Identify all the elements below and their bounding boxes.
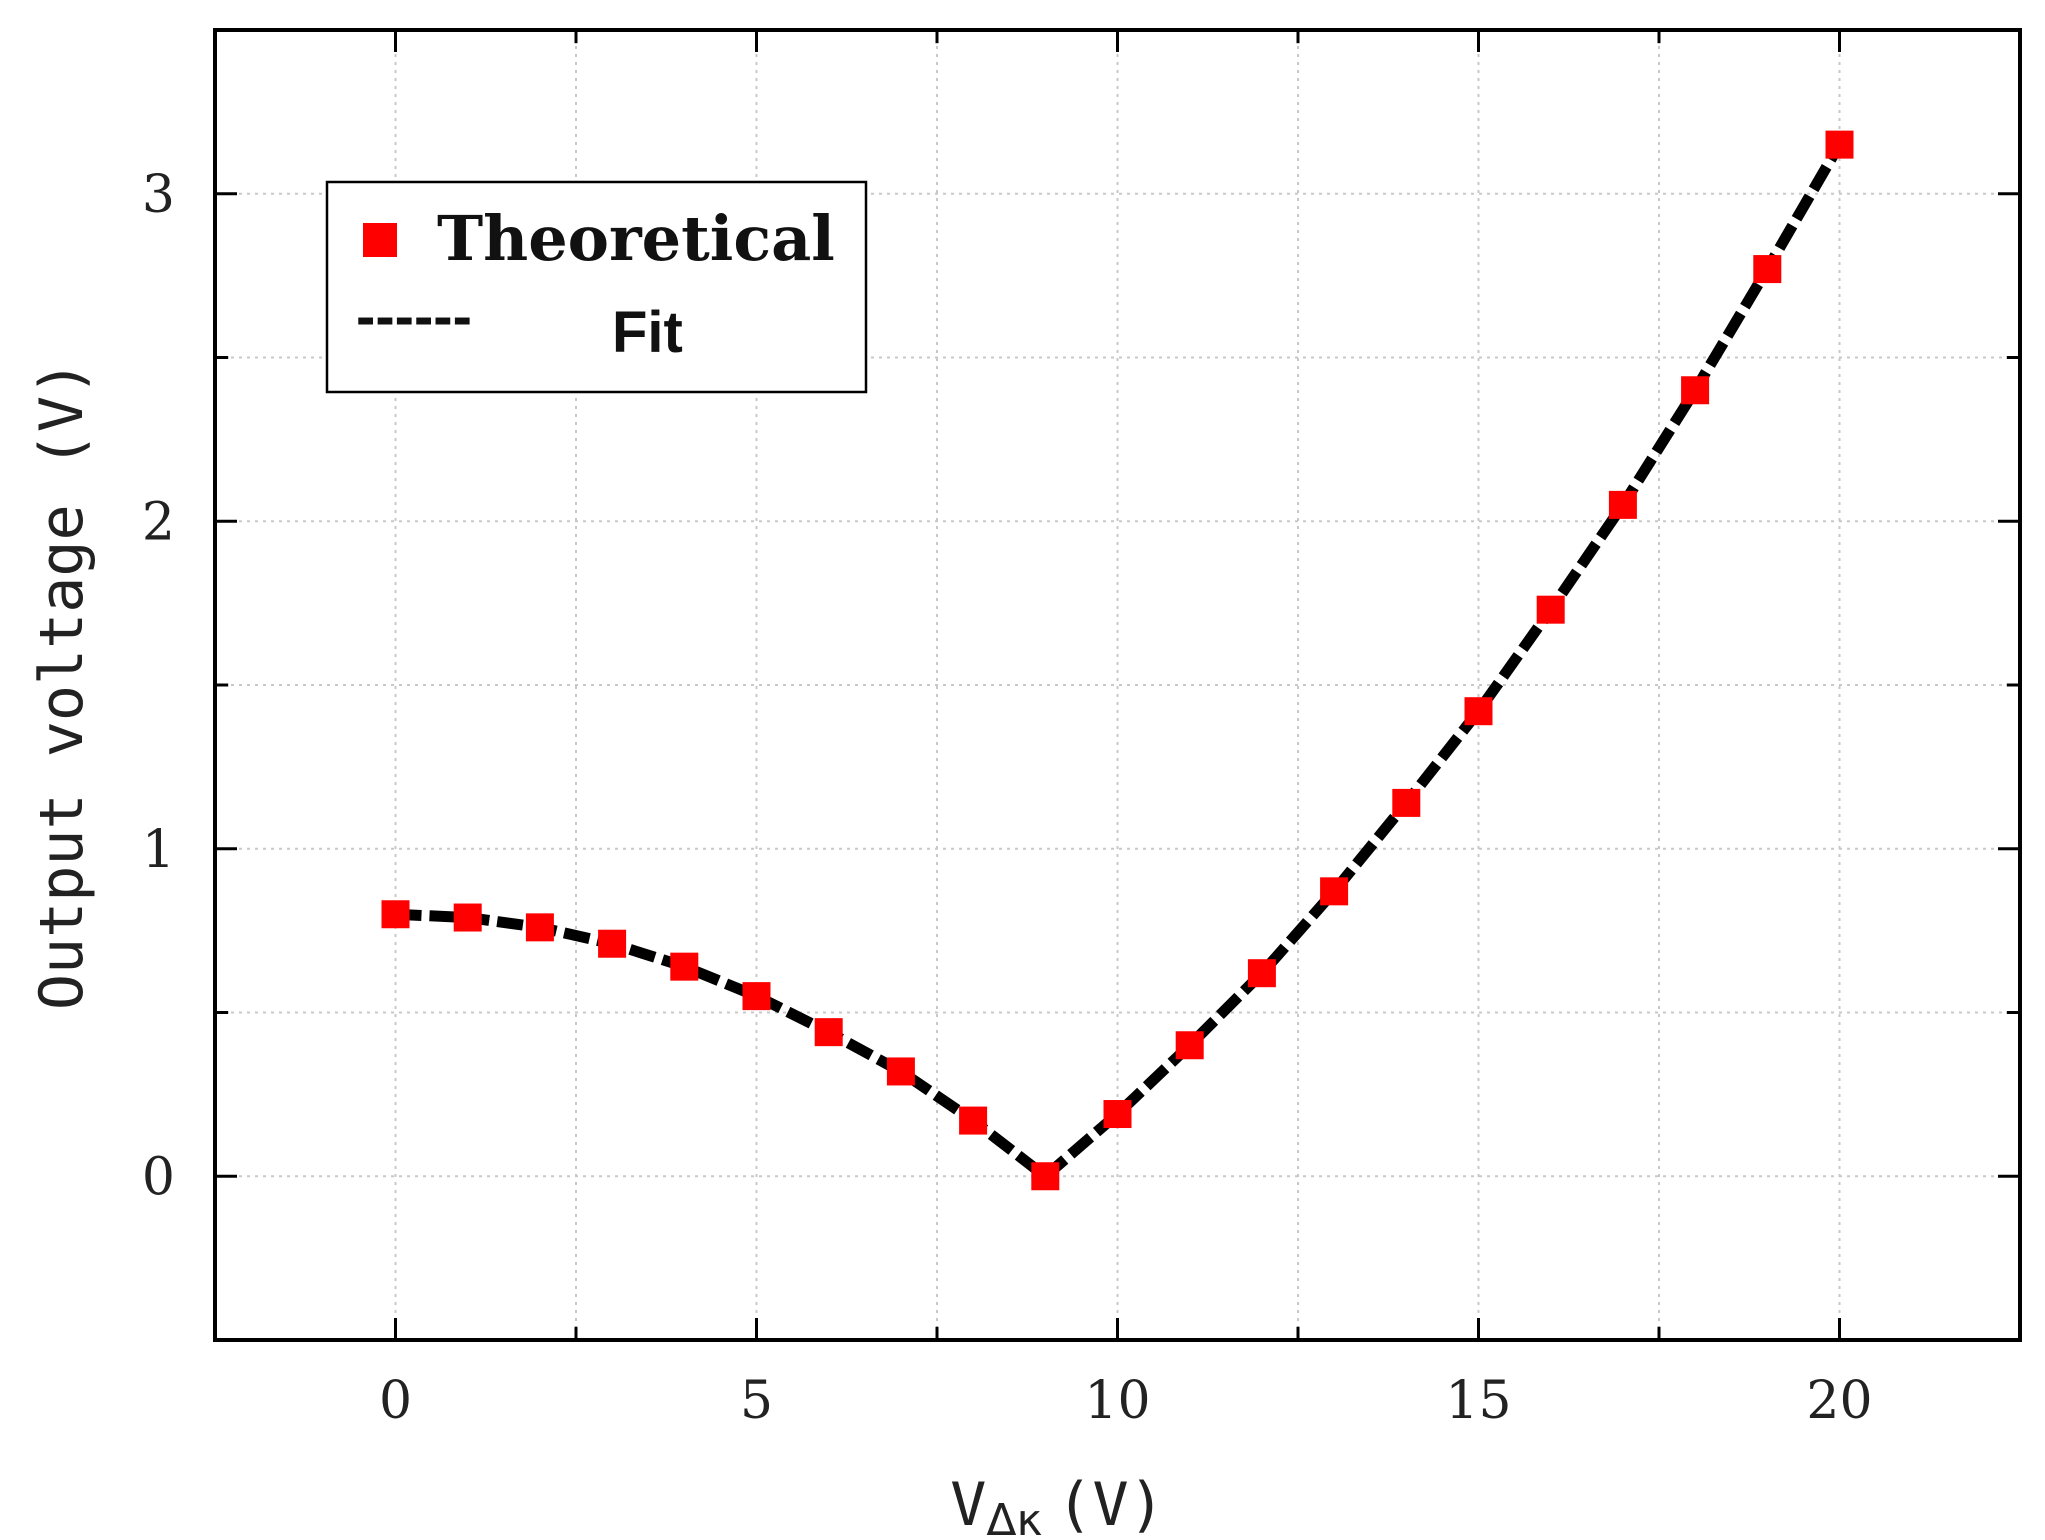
data-point-theoretical (959, 1106, 988, 1135)
fit-series (395, 141, 1845, 1182)
legend-label-fit: Fit (612, 300, 683, 365)
legend-marker-theoretical (363, 223, 397, 257)
x-tick-label: 15 (1445, 1371, 1511, 1431)
x-axis-title-main: V (950, 1470, 986, 1540)
data-point-theoretical (1031, 1162, 1060, 1191)
data-point-theoretical (1175, 1031, 1204, 1060)
fit-line (395, 141, 1845, 1182)
data-point-theoretical (1320, 877, 1349, 906)
data-point-theoretical (381, 900, 410, 929)
data-point-theoretical (1247, 959, 1276, 988)
data-point-theoretical (1536, 595, 1565, 624)
legend-box (325, 180, 868, 394)
x-tick-label: 5 (740, 1371, 773, 1431)
x-tick-label: 10 (1084, 1371, 1150, 1431)
data-point-theoretical (1464, 697, 1493, 726)
data-point-theoretical (1392, 788, 1421, 817)
data-point-theoretical (1103, 1100, 1132, 1129)
x-axis-title: VΔκ (V) (950, 1470, 1165, 1540)
data-point-theoretical (814, 1018, 843, 1047)
x-tick-label: 0 (379, 1371, 412, 1431)
data-point-theoretical (886, 1057, 915, 1086)
x-tick-label: 20 (1806, 1371, 1872, 1431)
data-point-theoretical (453, 903, 482, 932)
axis-ticks (215, 30, 2020, 1340)
y-tick-label: 3 (142, 165, 175, 225)
data-point-theoretical (525, 913, 554, 942)
y-axis-title: Output voltage (V) (27, 360, 97, 1010)
data-point-theoretical (742, 982, 771, 1011)
y-tick-label: 1 (142, 820, 175, 880)
theoretical-series (381, 130, 1854, 1191)
y-tick-label: 2 (142, 492, 175, 552)
data-point-theoretical (598, 929, 627, 958)
data-point-theoretical (1681, 376, 1710, 405)
legend: Theoretical ------ Fit (325, 180, 868, 394)
data-point-theoretical (670, 952, 699, 981)
legend-label-theoretical: Theoretical (437, 202, 835, 275)
tick-labels: 0 5 10 15 20 0 1 2 3 (142, 165, 1873, 1431)
data-point-theoretical (1753, 255, 1782, 284)
x-axis-title-subscript: Δκ (986, 1495, 1042, 1540)
data-point-theoretical (1608, 490, 1637, 519)
x-axis-title-unit: (V) (1056, 1470, 1164, 1540)
data-point-theoretical (1825, 130, 1854, 159)
legend-sample-fit: ------ (356, 284, 472, 349)
y-tick-label: 0 (142, 1147, 175, 1207)
